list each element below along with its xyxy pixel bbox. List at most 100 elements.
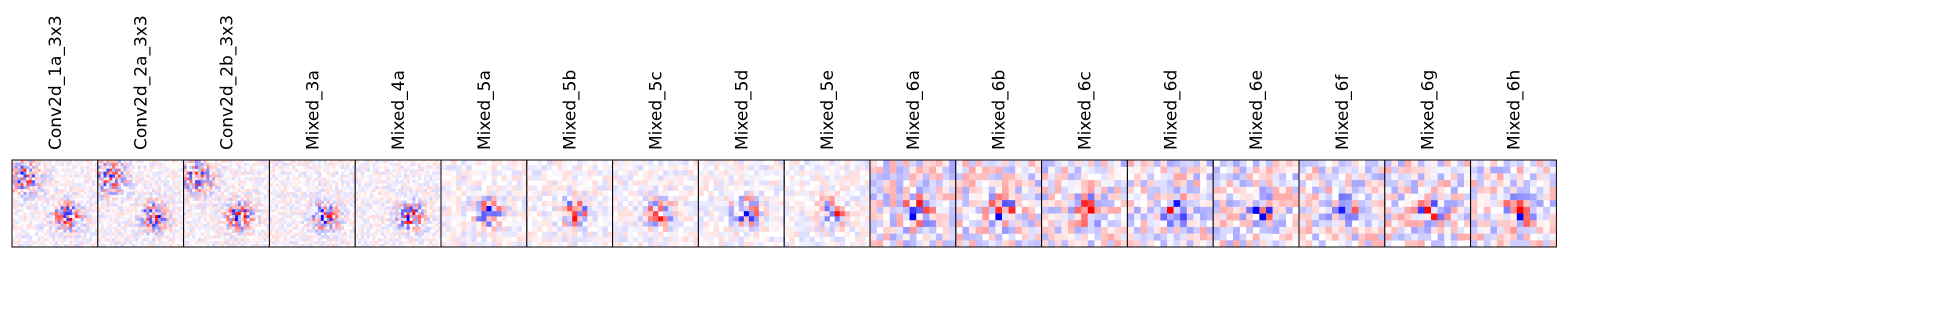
heatmap-cell	[471, 196, 476, 201]
heatmap-cell	[158, 163, 161, 166]
heatmap-cell	[275, 209, 278, 212]
heatmap-cell	[172, 235, 175, 238]
heatmap-cell	[209, 238, 212, 241]
heatmap-cell	[307, 169, 310, 172]
heatmap-cell	[799, 211, 804, 216]
heatmap-cell	[430, 177, 433, 180]
heatmap-cell	[415, 172, 418, 175]
heatmap-cell	[724, 180, 729, 185]
heatmap-cell	[375, 230, 378, 233]
heatmap-cell	[18, 215, 21, 218]
heatmap-cell	[381, 180, 384, 183]
heatmap-cell	[395, 227, 398, 230]
heatmap-cell	[78, 209, 81, 212]
heatmap-cell	[850, 227, 855, 232]
heatmap-cell	[164, 221, 167, 224]
heatmap-cell	[69, 169, 72, 172]
heatmap-cell	[189, 189, 192, 192]
heatmap-cell	[55, 192, 58, 195]
heatmap-cell	[456, 170, 461, 175]
heatmap-cell	[401, 180, 404, 183]
heatmap-cell	[370, 163, 373, 166]
heatmap-cell	[149, 186, 152, 189]
heatmap-cell	[287, 224, 290, 227]
heatmap-cell	[427, 183, 430, 186]
heatmap-cell	[395, 206, 398, 209]
heatmap-cell	[312, 241, 315, 244]
heatmap-cell	[794, 227, 799, 232]
heatmap-cell	[109, 215, 112, 218]
heatmap-cell	[261, 163, 264, 166]
heatmap-cell	[124, 189, 127, 192]
heatmap-cell	[407, 230, 410, 233]
heatmap-cell	[84, 180, 87, 183]
heatmap-cell	[132, 198, 135, 201]
heatmap-cell	[164, 175, 167, 178]
heatmap-cell	[41, 230, 44, 233]
heatmap-cell	[175, 175, 178, 178]
heatmap-cell	[204, 172, 207, 175]
heatmap-cell	[471, 232, 476, 237]
heatmap-cell	[693, 191, 698, 196]
heatmap-cell	[61, 235, 64, 238]
heatmap-cell	[329, 163, 332, 166]
heatmap-cell	[628, 201, 633, 206]
heatmap-cell	[418, 163, 421, 166]
heatmap-cell	[582, 242, 587, 247]
heatmap-cell	[126, 241, 129, 244]
heatmap-cell	[398, 169, 401, 172]
heatmap-cell	[789, 175, 794, 180]
heatmap-cell	[638, 211, 643, 216]
heatmap-cell	[491, 191, 496, 196]
heatmap-cell	[769, 186, 774, 191]
heatmap-cell	[218, 209, 221, 212]
heatmap-cell	[432, 172, 435, 175]
heatmap-cell	[613, 221, 618, 226]
heatmap-cell	[769, 211, 774, 216]
heatmap-cell	[347, 163, 350, 166]
heatmap-cell	[229, 206, 232, 209]
heatmap-cell	[734, 170, 739, 175]
heatmap-cell	[101, 183, 104, 186]
heatmap-cell	[238, 230, 241, 233]
heatmap-cell	[547, 232, 552, 237]
heatmap-cell	[192, 230, 195, 233]
heatmap-cell	[169, 163, 172, 166]
heatmap-cell	[421, 238, 424, 241]
heatmap-cell	[427, 233, 430, 236]
heatmap-cell	[81, 189, 84, 192]
heatmap-cell	[312, 195, 315, 198]
heatmap-cell	[358, 233, 361, 236]
heatmap-cell	[349, 221, 352, 224]
heatmap-cell	[327, 169, 330, 172]
heatmap-cell	[175, 206, 178, 209]
heatmap-cell	[327, 192, 330, 195]
heatmap-cell	[21, 230, 24, 233]
heatmap-cell	[349, 192, 352, 195]
heatmap-cell	[678, 206, 683, 211]
heatmap-cell	[209, 195, 212, 198]
heatmap-cell	[572, 206, 577, 211]
heatmap-cell	[166, 166, 169, 169]
heatmap-cell	[476, 186, 481, 191]
heatmap-cell	[198, 215, 201, 218]
heatmap-cell	[169, 198, 172, 201]
heatmap-cell	[840, 175, 845, 180]
heatmap-cell	[432, 235, 435, 238]
heatmap-cell	[309, 189, 312, 192]
heatmap-cell	[678, 170, 683, 175]
heatmap-cell	[683, 237, 688, 242]
heatmap-cell	[724, 242, 729, 247]
heatmap-cell	[72, 209, 75, 212]
heatmap-cell	[845, 165, 850, 170]
heatmap-cell	[26, 195, 29, 198]
heatmap-cell	[252, 183, 255, 186]
heatmap-cell	[461, 165, 466, 170]
heatmap-cell	[309, 206, 312, 209]
heatmap-cell	[315, 189, 318, 192]
heatmap-cell	[648, 221, 653, 226]
heatmap-cell	[204, 235, 207, 238]
heatmap-cell	[714, 170, 719, 175]
heatmap-cell	[577, 165, 582, 170]
heatmap-cell	[224, 204, 227, 207]
